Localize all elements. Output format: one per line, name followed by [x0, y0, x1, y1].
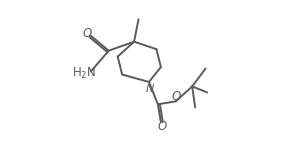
Text: O: O [172, 90, 181, 103]
Text: N: N [145, 84, 154, 94]
Text: O: O [82, 27, 92, 40]
Text: H$_2$N: H$_2$N [72, 65, 96, 81]
Text: O: O [158, 120, 167, 134]
